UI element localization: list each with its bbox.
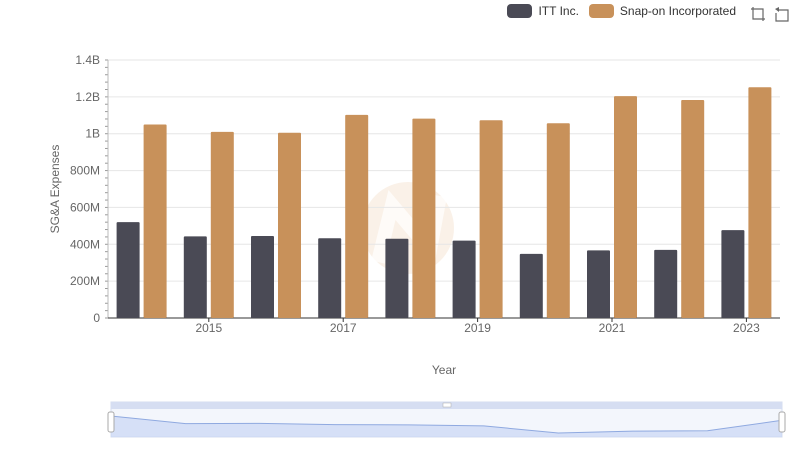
legend-item-itt[interactable]: ITT Inc. — [507, 4, 579, 18]
x-tick-label: 2017 — [330, 321, 357, 335]
bar-snap-on-2023 — [748, 87, 772, 318]
bar-itt-2023 — [721, 230, 745, 318]
y-tick-label: 200M — [70, 274, 100, 288]
y-tick-label: 1.4B — [75, 53, 100, 67]
y-tick-label: 0 — [93, 311, 100, 325]
zoom-line — [110, 415, 783, 434]
bar-snap-on-2018 — [412, 118, 436, 318]
grid-lines — [108, 59, 780, 282]
restore-icon[interactable] — [774, 6, 790, 22]
zoom-handle-right[interactable] — [778, 411, 786, 433]
legend-label-snap-on: Snap-on Incorporated — [619, 4, 736, 18]
zoom-grip — [442, 402, 452, 408]
bar-itt-2022 — [654, 249, 678, 318]
y-axis-label: SG&A Expenses — [48, 145, 62, 234]
bar-snap-on-2016 — [278, 132, 301, 318]
legend: ITT Inc. Snap-on Incorporated — [507, 4, 736, 18]
bar-snap-on-2021 — [614, 96, 637, 319]
legend-swatch-itt — [507, 4, 533, 18]
x-tick-label: 2019 — [464, 321, 491, 335]
y-tick-label: 400M — [70, 237, 100, 251]
zoom-handle-left[interactable] — [107, 411, 115, 433]
data-zoom-slider[interactable] — [107, 401, 786, 438]
legend-label-itt: ITT Inc. — [538, 4, 579, 18]
x-tick-label: 2021 — [599, 321, 626, 335]
bar-snap-on-2022 — [681, 99, 705, 319]
legend-item-snap-on[interactable]: Snap-on Incorporated — [588, 4, 736, 18]
toolbox — [750, 6, 790, 22]
bar-snap-on-2019 — [479, 120, 503, 318]
y-tick-label: 600M — [70, 200, 100, 214]
bar-itt-2020 — [519, 253, 543, 318]
x-axis-label: Year — [432, 363, 456, 377]
bar-snap-on-2015 — [210, 131, 234, 318]
bar-itt-2015 — [183, 236, 207, 318]
y-tick-label: 1B — [85, 127, 100, 141]
y-tick-label: 1.2B — [75, 90, 100, 104]
bar-snap-on-2017 — [345, 114, 369, 318]
zoom-icon[interactable] — [750, 6, 766, 22]
bar-itt-2018 — [385, 238, 409, 318]
bar-itt-2017 — [318, 238, 342, 318]
y-axis: 0 200M 400M 600M 800M 1B 1.2B 1.4B — [70, 53, 109, 325]
y-tick-label: 800M — [70, 164, 100, 178]
bar-itt-2019 — [452, 240, 476, 318]
bars — [116, 87, 772, 319]
bar-itt-2021 — [587, 250, 610, 318]
x-tick-label: 2015 — [195, 321, 222, 335]
bar-snap-on-2014 — [143, 124, 167, 318]
x-tick-label: 2023 — [733, 321, 760, 335]
bar-itt-2014 — [116, 222, 140, 318]
legend-swatch-snap-on — [588, 4, 614, 18]
bar-itt-2016 — [251, 235, 274, 318]
x-axis: 2015 2017 2019 2021 2023 — [108, 317, 780, 335]
bar-snap-on-2020 — [546, 123, 570, 319]
